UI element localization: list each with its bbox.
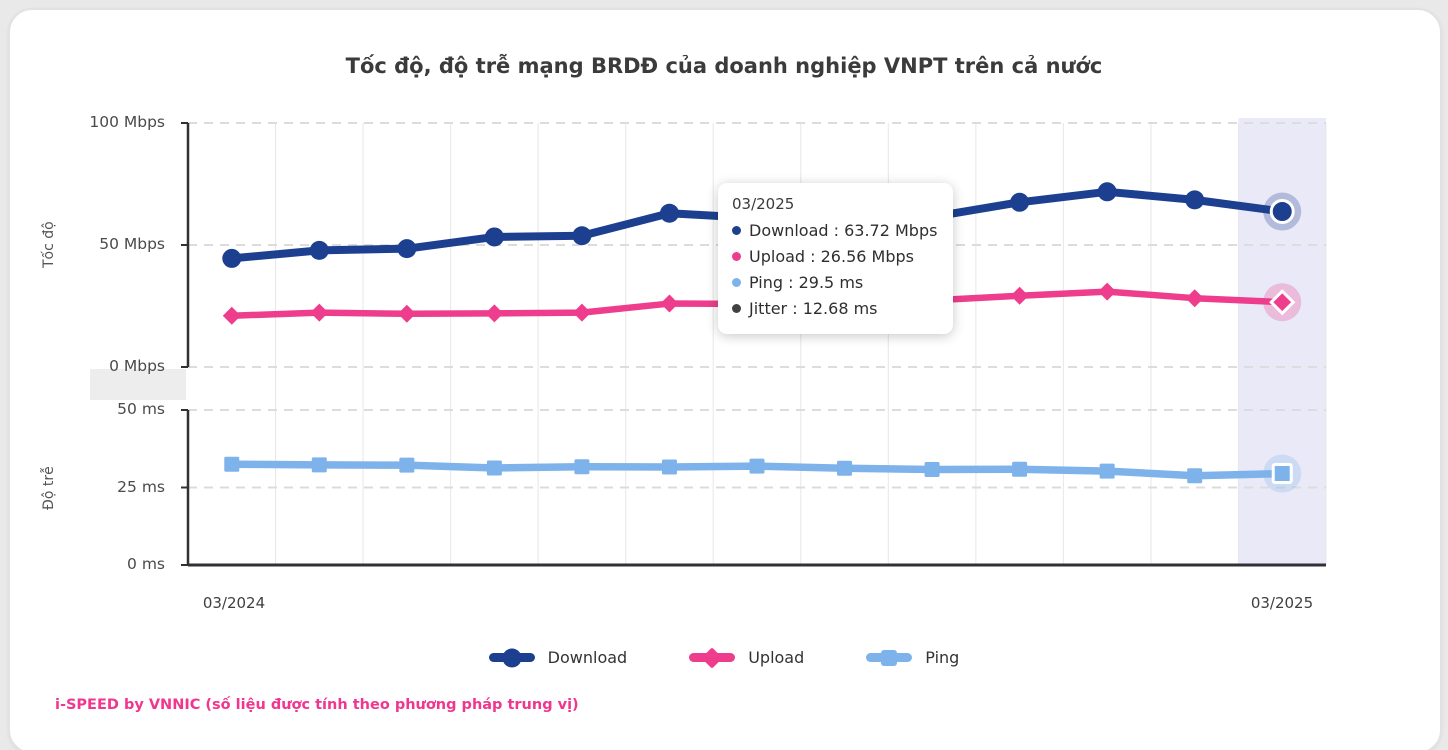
upload-bullet-icon	[732, 252, 741, 262]
ping-marker	[399, 457, 415, 473]
upload-marker	[310, 303, 329, 322]
ping-series[interactable]	[224, 454, 1302, 493]
download-marker	[1185, 190, 1205, 210]
ping-marker	[311, 457, 327, 473]
upload-marker	[1010, 286, 1029, 305]
legend-item-upload[interactable]: Upload	[689, 646, 805, 669]
ytick-latency-25: 25 ms	[117, 478, 165, 496]
upload-marker-icon	[689, 646, 736, 669]
y-axis-title-latency: Độ trễ	[41, 466, 57, 510]
ytick-latency-50: 50 ms	[117, 400, 165, 418]
legend-label-upload: Upload	[748, 648, 805, 667]
xtick-last: 03/2025	[1250, 594, 1314, 612]
ping-marker	[1187, 468, 1203, 484]
legend-label-download: Download	[547, 648, 628, 667]
upload-marker	[1185, 289, 1204, 308]
upload-marker	[1269, 289, 1296, 316]
xtick-first: 03/2024	[202, 594, 266, 612]
ping-bullet-icon	[732, 278, 741, 288]
highlight-band	[1238, 118, 1326, 565]
download-marker	[397, 239, 417, 259]
attribution-text: i-SPEED by VNNIC (số liệu được tính theo…	[55, 697, 579, 713]
ping-marker	[749, 458, 765, 474]
ping-marker-icon	[866, 649, 913, 666]
ping-marker	[924, 462, 940, 478]
upload-marker	[397, 304, 416, 323]
download-marker	[659, 203, 679, 223]
upload-marker	[1098, 282, 1117, 301]
legend: Download Upload Ping	[0, 646, 1448, 669]
tooltip-row: Upload : 26.56 Mbps	[732, 244, 937, 270]
download-marker	[572, 226, 592, 246]
legend-label-ping: Ping	[925, 648, 960, 667]
tooltip-row: Jitter : 12.68 ms	[732, 296, 937, 322]
download-marker	[1097, 182, 1117, 202]
legend-item-download[interactable]: Download	[488, 648, 628, 667]
download-bullet-icon	[732, 226, 741, 236]
upload-marker	[660, 294, 679, 313]
tooltip-title: 03/2025	[732, 195, 795, 213]
tooltip: 03/2025 Download : 63.72 Mbps Upload : 26…	[718, 183, 954, 334]
ping-marker	[486, 460, 502, 476]
jitter-bullet-icon	[732, 304, 741, 314]
download-marker	[484, 227, 504, 247]
ytick-speed-100: 100 Mbps	[89, 113, 165, 131]
download-marker-icon	[488, 648, 535, 667]
ping-marker	[224, 456, 240, 472]
download-marker	[1269, 199, 1295, 225]
tooltip-rows: Download : 63.72 Mbps Upload : 26.56 Mbps…	[732, 218, 937, 322]
download-marker	[222, 248, 242, 268]
ping-marker	[574, 459, 590, 475]
ytick-latency-0: 0 ms	[127, 555, 165, 573]
download-marker	[1010, 192, 1030, 212]
upload-marker	[222, 306, 241, 325]
upload-marker	[572, 303, 591, 322]
ping-marker	[837, 460, 853, 476]
ping-marker	[1099, 463, 1115, 479]
ytick-speed-50: 50 Mbps	[99, 235, 165, 253]
upload-marker	[485, 304, 504, 323]
ping-marker	[1012, 461, 1028, 477]
chart-title: Tốc độ, độ trễ mạng BRDĐ của doanh nghiệ…	[345, 54, 1103, 78]
chart-card	[8, 8, 1442, 750]
ping-marker	[661, 459, 677, 475]
y-axis-title-speed: Tốc độ	[41, 221, 57, 269]
ping-marker	[1271, 463, 1293, 485]
ytick-speed-0: 0 Mbps	[109, 357, 165, 375]
tooltip-row: Download : 63.72 Mbps	[732, 218, 937, 244]
axis-gap-shade	[90, 369, 186, 400]
legend-item-ping[interactable]: Ping	[866, 648, 959, 667]
download-marker	[309, 240, 329, 260]
tooltip-row: Ping : 29.5 ms	[732, 270, 937, 296]
